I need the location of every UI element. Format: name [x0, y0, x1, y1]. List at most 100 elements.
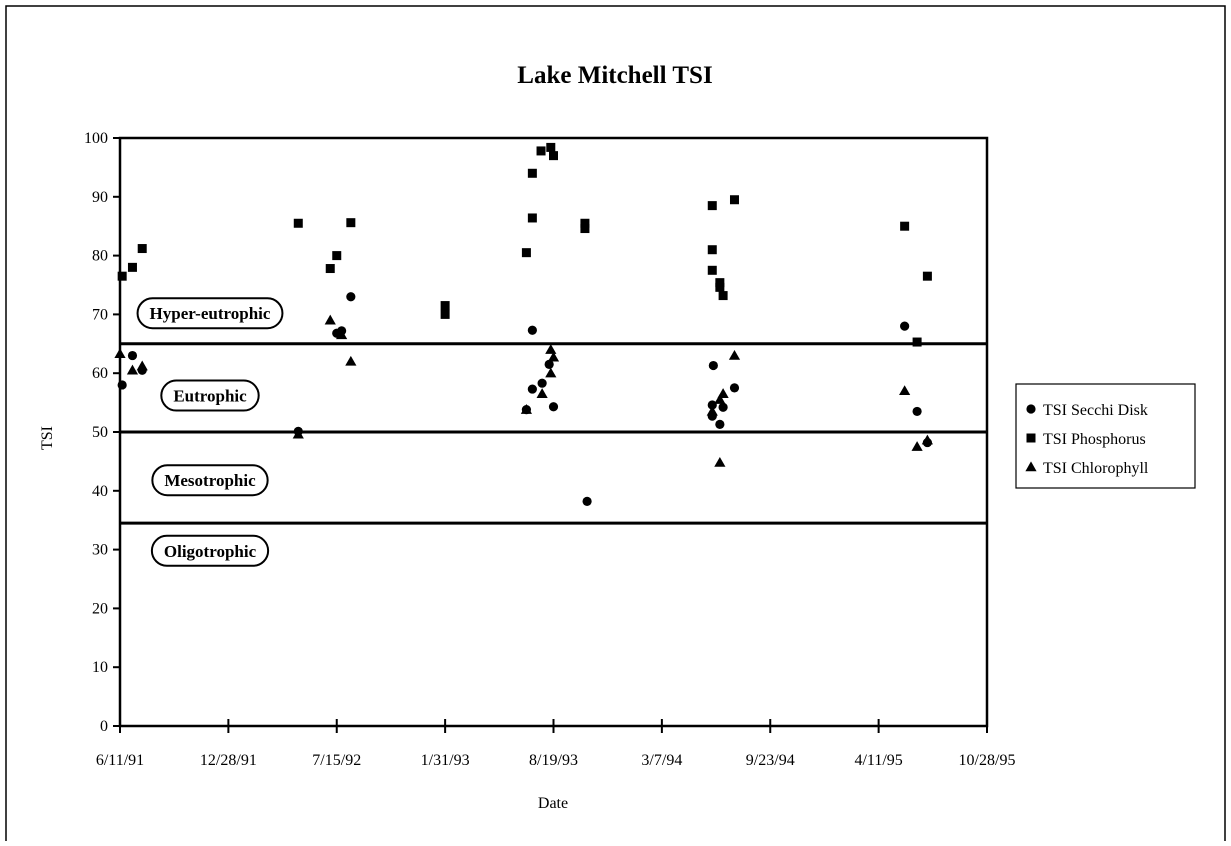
phosphorus-point: [546, 142, 556, 152]
y-tick-label: 20: [92, 600, 108, 617]
x-tick-label: 8/19/93: [529, 752, 578, 769]
x-axis-label: Date: [538, 795, 568, 812]
zone-label: Eutrophic: [173, 387, 247, 406]
secchi-disk-point: [537, 378, 547, 388]
secchi-disk-point: [912, 406, 922, 417]
phosphorus-point: [707, 201, 717, 211]
phosphorus-point: [715, 278, 725, 288]
legend-entry: TSI Phosphorus: [1043, 431, 1146, 448]
phosphorus-point: [527, 168, 537, 178]
secchi-disk-point: [544, 359, 554, 369]
legend-entry: TSI Chlorophyll: [1043, 460, 1149, 477]
chlorophyll-point: [520, 404, 533, 414]
secchi-disk-point: [715, 419, 725, 429]
secchi-disk-point: [729, 383, 740, 393]
chlorophyll-point: [345, 355, 357, 366]
phosphorus-point: [440, 309, 450, 319]
phosphorus-point: [527, 213, 537, 223]
zone-label-box: [160, 379, 260, 412]
phosphorus-point: [117, 271, 127, 281]
secchi-disk-point: [548, 402, 559, 412]
phosphorus-point: [900, 221, 910, 231]
secchi-disk-point: [708, 360, 718, 371]
phosphorus-point: [137, 244, 147, 254]
phosphorus-point: [912, 337, 922, 347]
phosphorus-point: [718, 291, 728, 301]
phosphorus-point: [521, 248, 531, 258]
x-tick-label: 10/28/95: [959, 752, 1016, 769]
secchi-disk-point: [527, 384, 537, 394]
legend-marker-square: [1026, 433, 1036, 443]
y-tick-label: 90: [92, 189, 108, 206]
chlorophyll-point: [536, 388, 548, 398]
phosphorus-point: [325, 264, 335, 274]
chlorophyll-point: [292, 428, 304, 439]
legend-marker-triangle: [1025, 461, 1037, 472]
phosphorus-point: [536, 146, 546, 156]
y-axis: 0 10 20 30 40 50 60 70 80 90 100: [84, 130, 120, 735]
chlorophyll-point: [136, 360, 148, 371]
secchi-disk-point: [582, 496, 592, 506]
x-tick-label: 4/11/95: [854, 752, 902, 769]
legend-entry: TSI Secchi Disk: [1043, 402, 1148, 419]
y-tick-label: 50: [92, 424, 108, 441]
chlorophyll-point: [114, 348, 126, 358]
y-tick-label: 80: [92, 248, 108, 265]
chlorophyll-point: [714, 456, 726, 467]
chlorophyll-point: [717, 388, 729, 398]
chlorophyll-point: [728, 349, 741, 360]
chlorophyll-point: [545, 367, 557, 378]
chlorophyll-point: [336, 329, 348, 340]
phosphorus-point: [729, 195, 739, 205]
phosphorus-point: [580, 218, 590, 228]
y-tick-label: 0: [100, 718, 108, 735]
x-tick-label: 1/31/93: [421, 752, 470, 769]
x-tick-label: 9/23/94: [746, 752, 795, 769]
phosphorus-point: [127, 262, 137, 272]
zone-label: Mesotrophic: [164, 471, 256, 490]
secchi-disk-point: [707, 400, 717, 410]
legend-marker-circle: [1026, 404, 1036, 414]
zone-label: Oligotrophic: [164, 542, 257, 561]
chlorophyll-point: [911, 441, 923, 451]
chlorophyll-point: [126, 364, 139, 375]
y-tick-label: 30: [92, 542, 108, 559]
chart-title: Lake Mitchell TSI: [517, 62, 712, 89]
y-tick-label: 40: [92, 483, 108, 500]
secchi-disk-point: [117, 380, 127, 390]
phosphorus-point: [346, 218, 356, 228]
chlorophyll-point: [899, 385, 911, 396]
phosphorus-point: [580, 224, 590, 234]
phosphorus-point: [922, 271, 932, 281]
phosphorus-point: [549, 151, 558, 161]
secchi-disk-point: [127, 350, 138, 361]
x-tick-label: 12/28/91: [200, 752, 257, 769]
y-tick-label: 100: [84, 130, 108, 147]
y-axis-label: TSI: [39, 426, 56, 450]
zone-labels: Hyper-eutrophic Eutrophic Mesotrophic Oligo…: [136, 297, 284, 567]
chlorophyll-point: [706, 405, 718, 416]
chlorophyll-point: [547, 351, 560, 362]
x-tick-label: 7/15/92: [312, 752, 361, 769]
x-tick-label: 3/7/94: [641, 752, 682, 769]
x-tick-label: 6/11/91: [96, 752, 144, 769]
zone-label-box: [151, 464, 269, 497]
phosphorus-point: [707, 265, 717, 275]
data-points: [114, 142, 933, 506]
x-axis: 6/11/91 12/28/91 7/15/92 1/31/93 8/19/93 3/7/…: [96, 719, 1016, 769]
phosphorus-point: [293, 218, 303, 228]
secchi-disk-point: [346, 292, 356, 302]
zone-label-box: [136, 297, 284, 330]
y-tick-label: 10: [92, 659, 108, 676]
secchi-disk-point: [527, 325, 537, 335]
y-tick-label: 60: [92, 365, 108, 382]
phosphorus-point: [715, 282, 725, 292]
phosphorus-point: [440, 301, 450, 311]
chlorophyll-point: [714, 394, 726, 404]
y-tick-label: 70: [92, 306, 108, 323]
chlorophyll-point: [545, 344, 557, 354]
chlorophyll-point: [324, 314, 336, 325]
outer-border: [5, 5, 1226, 846]
